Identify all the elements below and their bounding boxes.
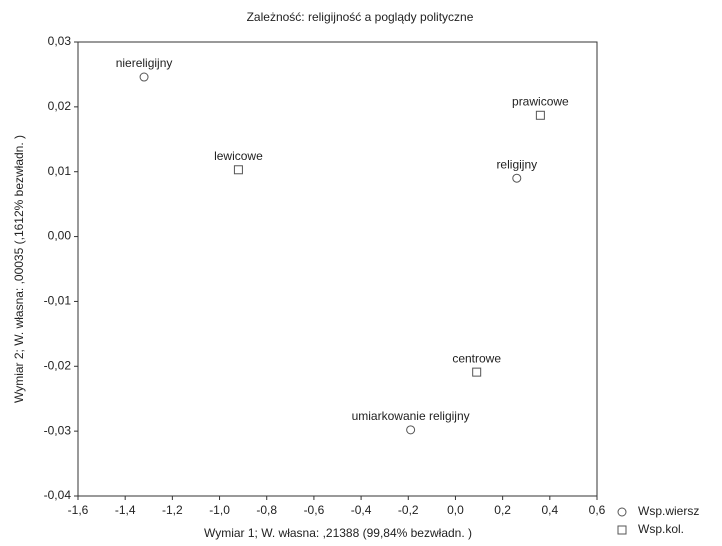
point-label: centrowe — [452, 351, 501, 365]
y-tick-label: 0,02 — [48, 99, 72, 113]
y-tick-label: -0,04 — [44, 488, 72, 502]
point — [512, 173, 522, 183]
y-tick-label: 0,00 — [48, 229, 72, 243]
x-tick-label: -0,8 — [256, 503, 277, 517]
x-tick-label: 0,0 — [447, 503, 464, 517]
point-label: lewicowe — [214, 149, 263, 163]
point-label: niereligijny — [116, 56, 173, 70]
x-tick-label: -1,0 — [209, 503, 230, 517]
point — [472, 367, 482, 377]
point-label: prawicowe — [512, 94, 569, 108]
y-axis-label: Wymiar 2; W. własna: ,00035 (,1612% bezw… — [12, 135, 26, 403]
point — [535, 110, 545, 120]
y-tick-label: -0,02 — [44, 358, 72, 372]
legend-label: Wsp.kol. — [638, 522, 684, 536]
y-tick-label: -0,01 — [44, 294, 72, 308]
point-label: religijny — [496, 157, 537, 171]
chart-title: Zależność: religijność a poglądy polityc… — [247, 10, 474, 24]
y-tick-label: -0,03 — [44, 423, 72, 437]
y-tick-label: 0,01 — [48, 164, 72, 178]
x-tick-label: -0,4 — [351, 503, 372, 517]
x-axis-label: Wymiar 1; W. własna: ,21388 (99,84% bezw… — [204, 526, 472, 540]
x-tick-label: -0,6 — [304, 503, 325, 517]
x-tick-label: -1,6 — [68, 503, 89, 517]
x-tick-label: 0,4 — [541, 503, 558, 517]
x-tick-label: -1,4 — [115, 503, 136, 517]
point — [139, 72, 149, 82]
x-tick-label: 0,6 — [589, 503, 606, 517]
point-label: umiarkowanie religijny — [352, 409, 470, 423]
legend-marker — [617, 507, 627, 517]
legend-marker — [617, 525, 627, 535]
plot-frame — [77, 41, 598, 497]
x-tick-label: -1,2 — [162, 503, 183, 517]
legend-label: Wsp.wiersz — [638, 504, 699, 518]
point — [406, 425, 416, 435]
y-tick-label: 0,03 — [48, 34, 72, 48]
x-tick-label: 0,2 — [494, 503, 511, 517]
x-tick-label: -0,2 — [398, 503, 419, 517]
point — [233, 165, 243, 175]
